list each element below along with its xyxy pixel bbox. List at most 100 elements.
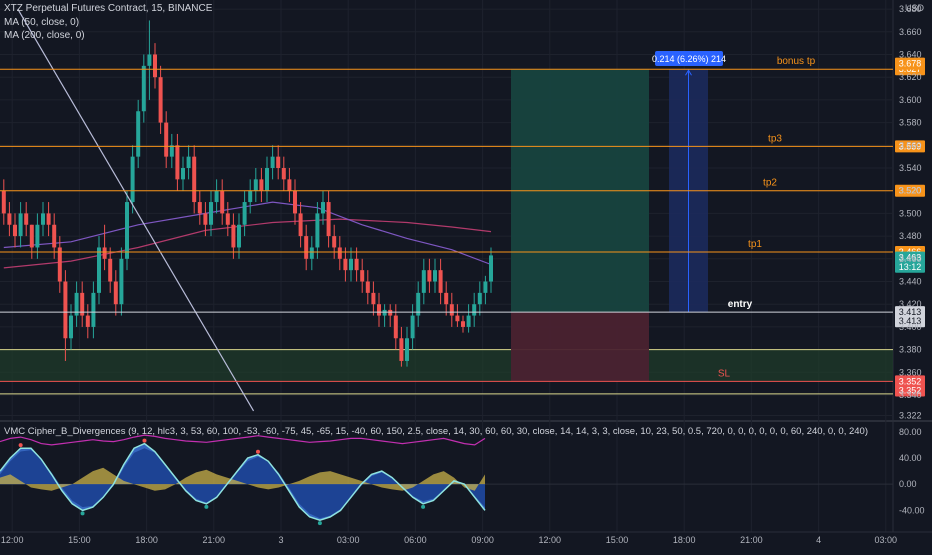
levels[interactable]: bonus tp3.627tp33.559tp23.520tp13.466ent… [0, 8, 925, 412]
candle-body[interactable] [461, 321, 465, 327]
candle-body[interactable] [388, 309, 393, 316]
candle-body[interactable] [125, 202, 129, 259]
candle-body[interactable] [74, 292, 79, 316]
candle-body[interactable] [136, 111, 141, 157]
candle-body[interactable] [147, 54, 152, 66]
candle-body[interactable] [276, 156, 281, 168]
candle-body[interactable] [29, 224, 34, 248]
candle-body[interactable] [158, 77, 163, 123]
candle-body[interactable] [444, 292, 449, 305]
candle-body[interactable] [248, 190, 253, 203]
candle-body[interactable] [253, 179, 258, 191]
candle-body[interactable] [192, 156, 197, 203]
candle-body[interactable] [293, 190, 297, 214]
candle-body[interactable] [85, 315, 90, 327]
candle-body[interactable] [91, 292, 96, 327]
candle-body[interactable] [427, 270, 432, 282]
time-axis-label: 15:00 [606, 535, 629, 545]
candle-body[interactable] [237, 224, 241, 248]
candle-body[interactable] [141, 65, 146, 112]
candle-body[interactable] [113, 281, 118, 305]
candle-body[interactable] [7, 213, 12, 225]
candle-body[interactable] [326, 202, 331, 237]
candle-body[interactable] [52, 224, 57, 248]
candle-body[interactable] [270, 156, 275, 168]
candle-body[interactable] [298, 213, 303, 237]
candle-body[interactable] [337, 247, 342, 259]
candle-body[interactable] [321, 202, 325, 214]
candle-body[interactable] [130, 156, 135, 203]
candle-body[interactable] [483, 281, 488, 293]
candle-body[interactable] [304, 236, 309, 259]
candle-body[interactable] [477, 292, 482, 305]
candle-body[interactable] [186, 156, 191, 168]
price-tag-tp3[interactable] [895, 140, 925, 153]
candle-body[interactable] [220, 190, 225, 214]
candle-body[interactable] [382, 309, 387, 316]
candle-body[interactable] [13, 224, 17, 237]
candle-body[interactable] [343, 258, 348, 271]
candle-body[interactable] [80, 292, 85, 316]
candle-body[interactable] [108, 258, 113, 282]
candle-body[interactable] [393, 315, 398, 339]
candle-body[interactable] [46, 213, 51, 225]
candle-body[interactable] [455, 315, 460, 322]
candle-body[interactable] [354, 258, 359, 271]
candle-body[interactable] [119, 258, 124, 305]
candle-body[interactable] [365, 281, 370, 293]
candle-body[interactable] [399, 338, 404, 361]
candle-body[interactable] [242, 202, 247, 225]
price-tag-entry[interactable] [895, 306, 925, 319]
candle-body[interactable] [332, 236, 337, 248]
candle-body[interactable] [97, 247, 101, 293]
candle-body[interactable] [281, 168, 286, 180]
candle-body[interactable] [489, 255, 493, 282]
candle-body[interactable] [203, 213, 208, 225]
candle-body[interactable] [472, 304, 477, 316]
candle-body[interactable] [1, 190, 6, 214]
candle-body[interactable] [231, 224, 236, 248]
candle-body[interactable] [309, 247, 314, 259]
candle-body[interactable] [197, 202, 202, 214]
price-tag-SL[interactable] [895, 375, 925, 388]
candle-body[interactable] [18, 213, 23, 237]
candle-body[interactable] [214, 190, 219, 203]
candle-body[interactable] [153, 54, 157, 78]
candle-body[interactable] [181, 168, 185, 180]
candle-body[interactable] [315, 213, 320, 248]
candle-body[interactable] [433, 270, 437, 282]
candle-body[interactable] [405, 338, 409, 361]
candle-body[interactable] [416, 292, 421, 316]
candle-body[interactable] [24, 213, 29, 225]
candle-body[interactable] [466, 315, 471, 327]
candle-body[interactable] [349, 258, 353, 271]
candle-body[interactable] [287, 179, 292, 191]
candle-body[interactable] [377, 304, 381, 316]
candle-body[interactable] [102, 247, 107, 259]
candle-body[interactable] [35, 224, 40, 248]
candle-body[interactable] [57, 247, 62, 282]
candle-body[interactable] [169, 145, 174, 157]
candle-body[interactable] [259, 179, 264, 191]
candle-body[interactable] [164, 122, 169, 157]
candle-body[interactable] [41, 213, 45, 225]
candle-body[interactable] [449, 304, 454, 316]
candle-body[interactable] [175, 145, 180, 180]
osc-sell-dot [142, 438, 147, 443]
candle-body[interactable] [225, 213, 230, 225]
time-axis-label: 3 [278, 535, 283, 545]
candle-body[interactable] [410, 315, 415, 339]
candle-body[interactable] [209, 202, 213, 225]
candle-body[interactable] [438, 270, 443, 293]
candle-body[interactable] [371, 292, 376, 305]
ma50-legend: MA (50, close, 0) [4, 17, 80, 28]
candles[interactable] [1, 20, 493, 367]
candle-body[interactable] [360, 270, 365, 282]
candle-body[interactable] [265, 168, 269, 191]
price-tag-tp2[interactable] [895, 184, 925, 197]
candle-body[interactable] [63, 281, 68, 339]
candle-body[interactable] [69, 315, 73, 339]
candle-body[interactable] [421, 270, 426, 293]
